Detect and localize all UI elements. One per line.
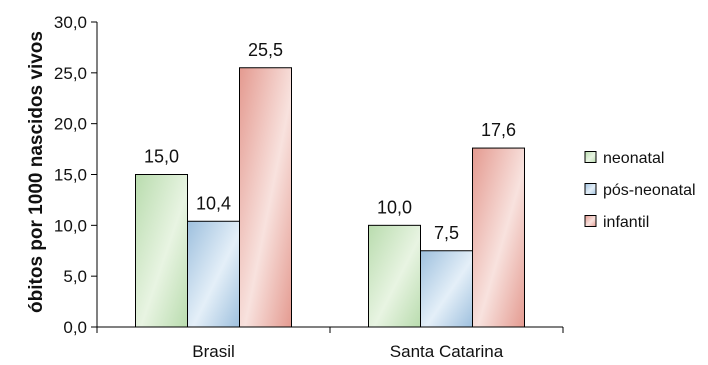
- axes: 0,0 5,0 10,0 15,0 20,0 25,0 30,0 Brasil Santa Ca…: [54, 13, 564, 361]
- bar-infantil-santa-catarina: [472, 147, 525, 328]
- legend-swatch: [584, 215, 597, 227]
- legend-label: infantil: [603, 214, 649, 231]
- y-tick-label: 5,0: [63, 267, 87, 286]
- data-label: 10,0: [377, 197, 412, 217]
- bar-infantil-brasil: [239, 67, 292, 328]
- y-tick-label: 20,0: [54, 115, 87, 134]
- data-label: 15,0: [144, 147, 179, 167]
- bar-p-s-neonatal-brasil: [187, 220, 240, 328]
- data-label: 10,4: [196, 193, 231, 213]
- y-tick-label: 25,0: [54, 64, 87, 83]
- data-label: 25,5: [248, 40, 283, 60]
- legend: neonatal pós-neonatal infantil: [584, 150, 696, 231]
- x-tick-label: Santa Catarina: [390, 342, 504, 361]
- x-tick-label: Brasil: [192, 342, 235, 361]
- y-tick-label: 15,0: [54, 166, 87, 185]
- y-tick-label: 0,0: [63, 318, 87, 337]
- data-label: 17,6: [481, 120, 516, 140]
- legend-label: neonatal: [603, 150, 664, 167]
- y-axis-label: óbitos por 1000 nascidos vivos: [26, 31, 47, 313]
- bar-neonatal-brasil: [135, 174, 188, 328]
- legend-swatch: [584, 151, 597, 163]
- bar-neonatal-santa-catarina: [368, 224, 421, 328]
- legend-label: pós-neonatal: [603, 182, 696, 199]
- y-tick-label: 30,0: [54, 13, 87, 32]
- bars: [135, 67, 525, 328]
- legend-swatch: [584, 183, 597, 195]
- y-tick-label: 10,0: [54, 216, 87, 235]
- data-label: 7,5: [434, 223, 459, 243]
- bar-p-s-neonatal-santa-catarina: [420, 250, 473, 328]
- data-labels: 15,0 10,4 25,5 10,0 7,5 17,6: [144, 40, 516, 243]
